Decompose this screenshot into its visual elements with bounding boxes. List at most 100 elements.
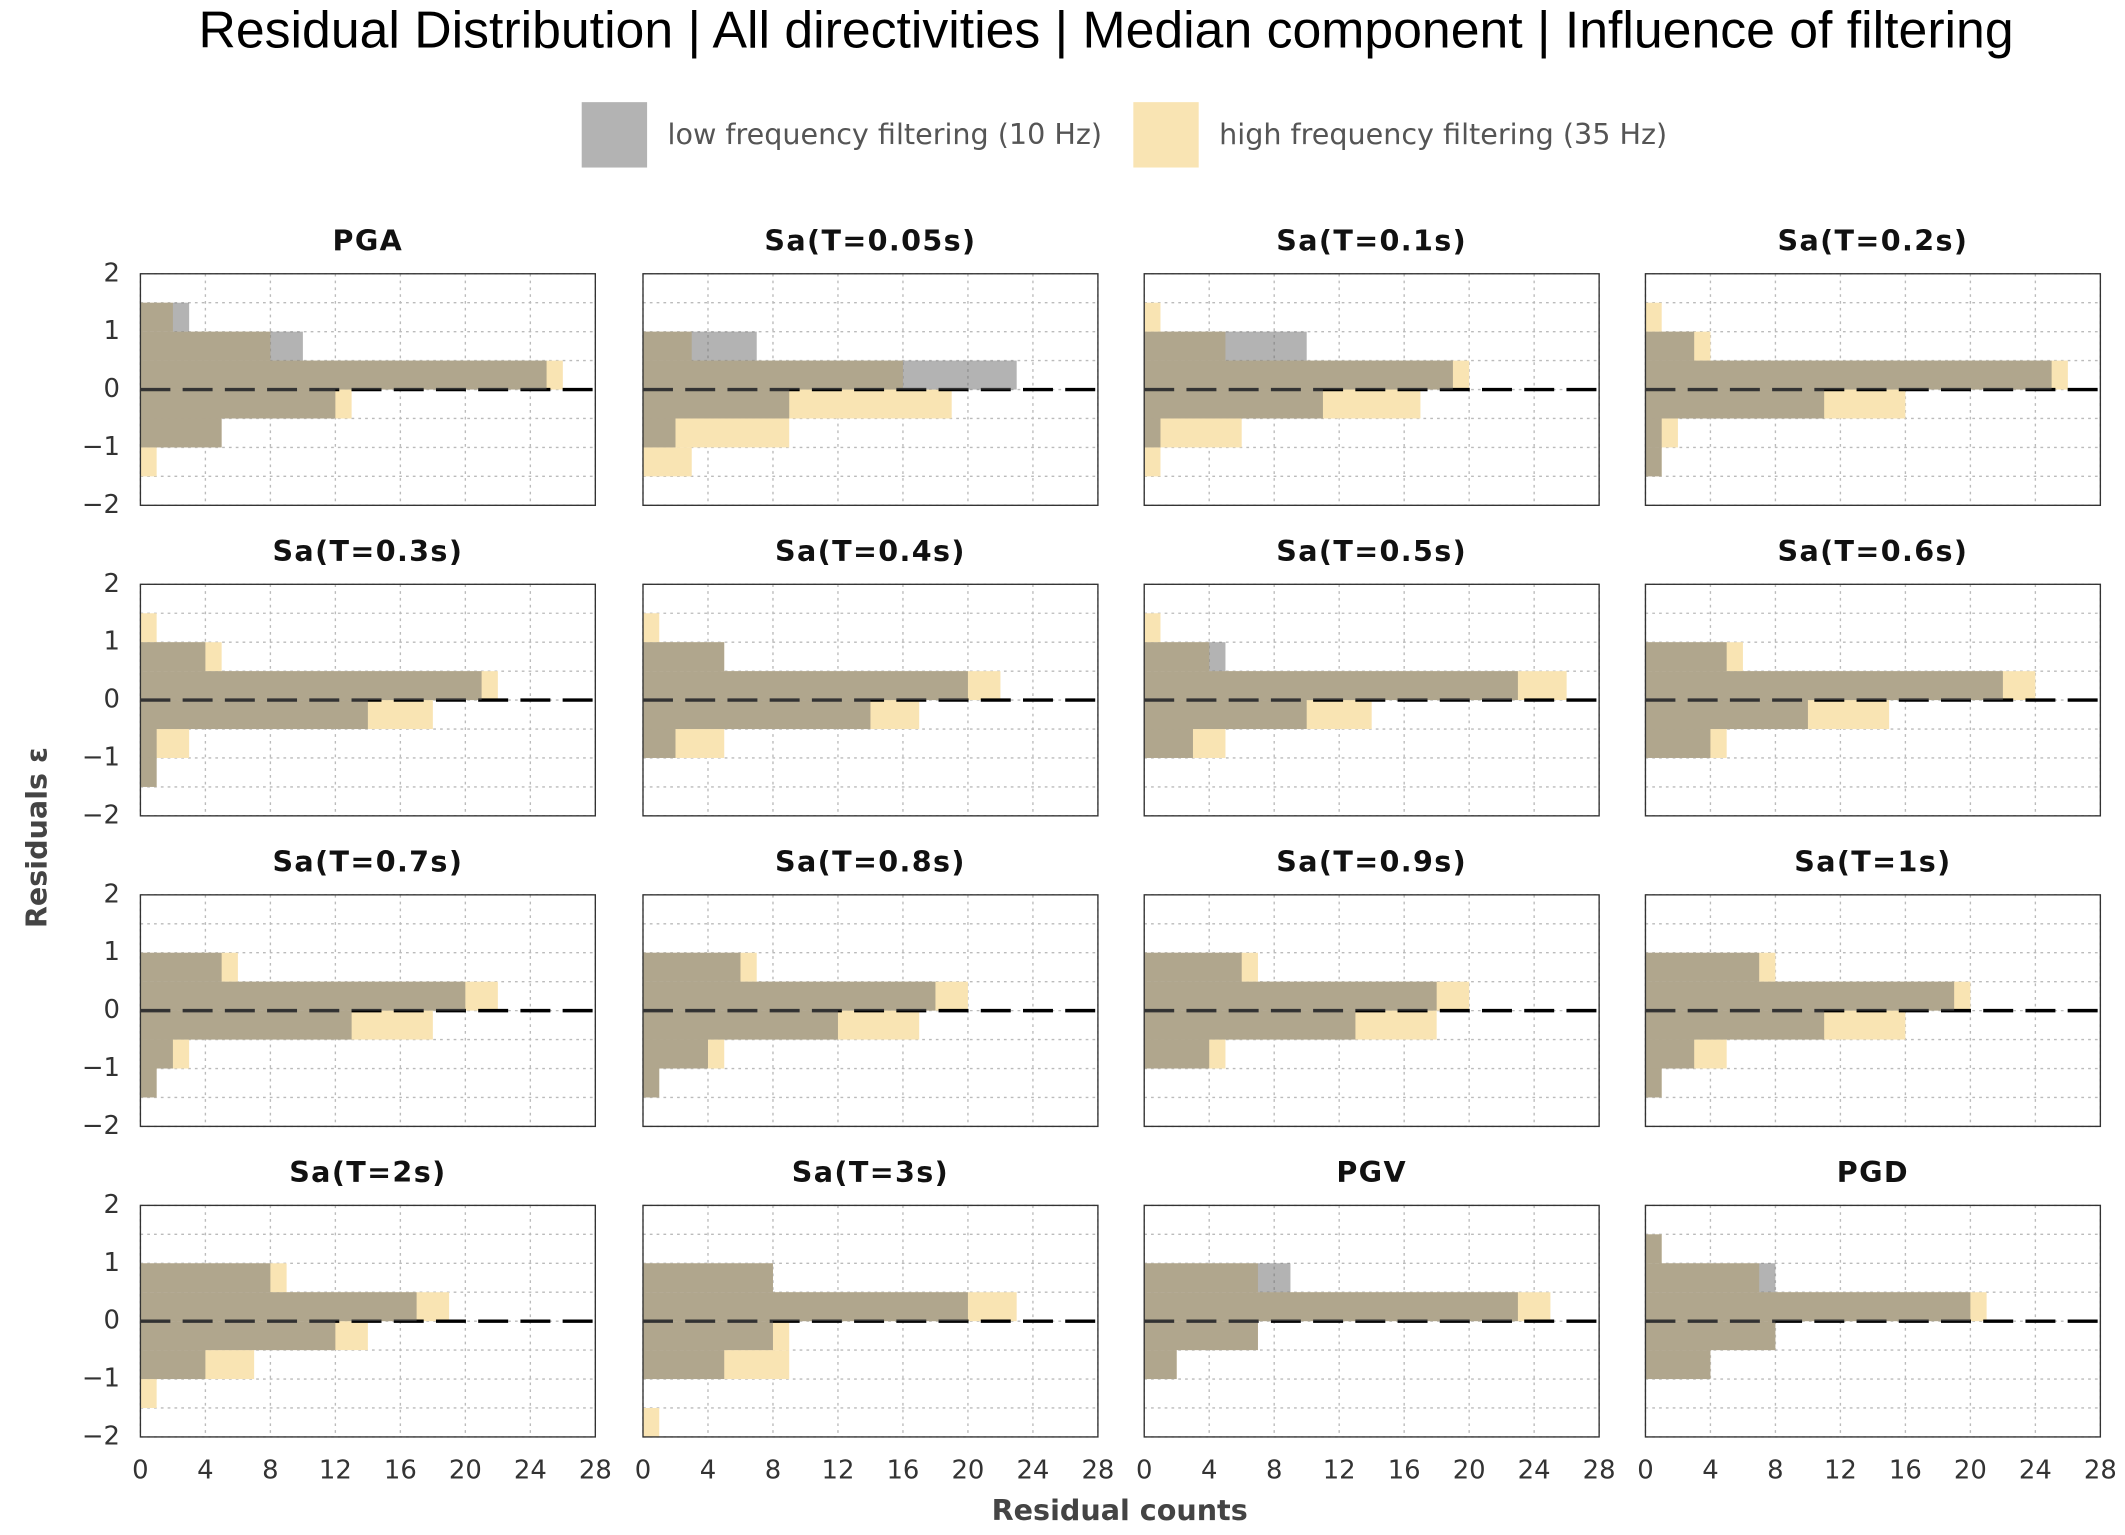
bar xyxy=(140,757,157,787)
bar xyxy=(140,952,222,982)
panel-title: Sa(T=0.8s) xyxy=(775,845,966,879)
y-tick-label: −2 xyxy=(82,1111,120,1141)
x-tick-label: 24 xyxy=(1016,1455,1049,1485)
bar xyxy=(1144,447,1161,477)
panel-frame xyxy=(1143,583,1600,817)
panel-frame xyxy=(642,273,1099,506)
panel-frame xyxy=(1644,894,2102,1128)
chart-title: Residual Distribution | All directivitie… xyxy=(199,1,2014,59)
bar xyxy=(1645,302,1662,332)
panel-frame xyxy=(139,583,597,817)
bar xyxy=(642,1292,968,1322)
bar xyxy=(1645,389,1825,419)
bar xyxy=(1645,1039,1695,1069)
x-tick-label: 28 xyxy=(1081,1455,1114,1485)
bar xyxy=(140,729,157,758)
legend-swatch xyxy=(1133,102,1199,168)
bar xyxy=(140,700,368,730)
panel-frame xyxy=(1644,1204,2102,1438)
y-tick-label: −1 xyxy=(82,742,120,772)
y-tick-label: −2 xyxy=(82,490,120,520)
bar xyxy=(642,1010,838,1040)
panel-title: Sa(T=0.2s) xyxy=(1778,223,1969,257)
bar xyxy=(642,1263,773,1293)
bar xyxy=(1144,1321,1258,1351)
y-tick-label: 2 xyxy=(104,879,120,909)
y-tick-label: −2 xyxy=(82,1421,120,1451)
x-tick-label: 8 xyxy=(262,1455,278,1485)
x-tick-label: 12 xyxy=(1323,1455,1356,1485)
x-tick-label: 24 xyxy=(2019,1455,2052,1485)
panel-title: Sa(T=1s) xyxy=(1794,845,1951,879)
x-tick-label: 4 xyxy=(1201,1455,1217,1485)
bar xyxy=(642,729,676,758)
x-tick-label: 20 xyxy=(1954,1455,1987,1485)
y-tick-label: 1 xyxy=(104,1248,120,1278)
panel-title: Sa(T=0.6s) xyxy=(1778,534,1969,568)
bar xyxy=(140,389,336,419)
x-tick-label: 8 xyxy=(1767,1455,1783,1485)
bar xyxy=(140,1321,336,1351)
bar xyxy=(140,1068,157,1098)
bar xyxy=(1645,671,2003,701)
bar xyxy=(1645,1292,1971,1322)
panel-title: PGV xyxy=(1336,1155,1407,1189)
x-tick-label: 24 xyxy=(1518,1455,1551,1485)
bar xyxy=(1144,1010,1356,1040)
x-tick-label: 28 xyxy=(1583,1455,1616,1485)
panel-frame xyxy=(1644,273,2102,506)
panel-frame xyxy=(139,894,597,1128)
x-tick-label: 24 xyxy=(514,1455,547,1485)
panel-title: Sa(T=0.1s) xyxy=(1276,223,1467,257)
bar xyxy=(1645,1068,1662,1098)
y-tick-label: −2 xyxy=(82,800,120,830)
y-tick-label: 0 xyxy=(104,374,120,404)
bar xyxy=(140,1379,157,1408)
bar xyxy=(140,1263,271,1293)
x-tick-label: 28 xyxy=(2084,1455,2117,1485)
bar xyxy=(642,360,1017,390)
bar xyxy=(140,418,222,448)
y-tick-label: 2 xyxy=(104,1190,120,1220)
bar xyxy=(642,1068,660,1098)
panel-frame xyxy=(1644,583,2102,817)
x-tick-label: 20 xyxy=(449,1455,482,1485)
x-tick-label: 16 xyxy=(1889,1455,1922,1485)
y-tick-label: 0 xyxy=(104,685,120,715)
bar xyxy=(140,642,206,672)
bar xyxy=(642,613,660,643)
bar xyxy=(1144,642,1226,672)
x-axis-label: Residual counts xyxy=(992,1493,1248,1527)
bar xyxy=(642,447,692,477)
y-tick-label: −1 xyxy=(82,1364,120,1394)
bar xyxy=(642,981,936,1011)
bar xyxy=(642,389,790,419)
x-tick-label: 4 xyxy=(197,1455,213,1485)
bar xyxy=(642,418,676,448)
bar xyxy=(1144,418,1161,448)
bar xyxy=(140,302,190,332)
bar xyxy=(642,952,741,982)
y-axis-label: Residuals ε xyxy=(19,747,53,928)
y-tick-label: 1 xyxy=(104,316,120,346)
bar xyxy=(1645,1350,1711,1380)
bar xyxy=(1645,360,2052,390)
x-tick-label: 16 xyxy=(1388,1455,1421,1485)
panel-frame xyxy=(1143,894,1600,1128)
bar xyxy=(1645,447,1662,477)
bar xyxy=(140,981,466,1011)
bar xyxy=(1645,952,1760,982)
x-tick-label: 0 xyxy=(1637,1455,1653,1485)
bar xyxy=(642,642,725,672)
bar xyxy=(140,1350,206,1380)
bar xyxy=(1144,671,1518,701)
bar xyxy=(1645,331,1695,361)
panel-title: Sa(T=2s) xyxy=(289,1155,446,1189)
bar xyxy=(1144,1350,1177,1380)
bar xyxy=(140,1039,173,1069)
y-tick-label: 2 xyxy=(104,258,120,288)
y-tick-label: 2 xyxy=(104,569,120,599)
bar xyxy=(642,1407,660,1437)
x-tick-label: 4 xyxy=(700,1455,716,1485)
bar xyxy=(1144,1039,1210,1069)
